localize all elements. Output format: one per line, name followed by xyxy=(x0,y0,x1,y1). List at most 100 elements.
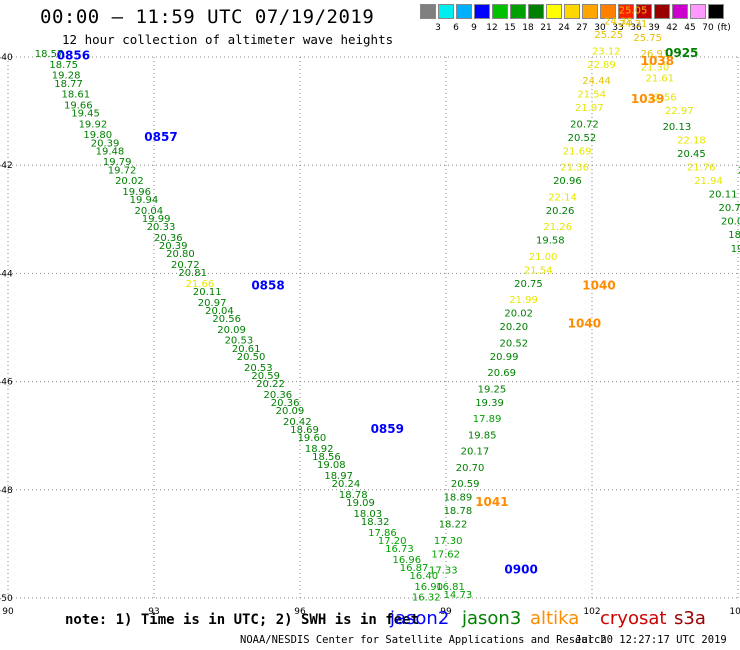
note-text: note: 1) Time is in UTC; 2) SWH is in fe… xyxy=(65,612,420,628)
swh-value: 25.25 xyxy=(594,30,623,41)
y-tick-label: -50 xyxy=(0,594,13,604)
legend-tick-label: 33 xyxy=(612,23,624,33)
swh-value: 19.80 xyxy=(83,130,112,141)
legend-tick-label: 18 xyxy=(522,23,534,33)
swh-value: 16.87 xyxy=(400,563,429,574)
swh-value: 18.32 xyxy=(361,517,390,528)
swh-value: 20.39 xyxy=(159,241,188,252)
swh-value: 19.85 xyxy=(468,430,497,441)
swh-value: 16.32 xyxy=(412,593,441,604)
legend-cryosat: cryosat xyxy=(600,608,667,629)
swh-value: 18.98 xyxy=(728,230,740,241)
time-label: 1039 xyxy=(631,92,664,106)
legend-swatch xyxy=(420,4,436,19)
swh-value: 18.75 xyxy=(49,60,78,71)
swh-value: 19.96 xyxy=(122,187,151,198)
swh-value: 20.04 xyxy=(135,206,164,217)
swh-value: 17.86 xyxy=(368,528,397,539)
swh-value: 18.57 xyxy=(35,49,64,60)
swh-value: 19.39 xyxy=(475,398,504,409)
legend-altika: altika xyxy=(530,608,580,629)
swh-value: 19.94 xyxy=(130,195,159,206)
legend-tick-label: 3 xyxy=(435,23,441,33)
legend-swatch xyxy=(690,4,706,19)
swh-value: 19.79 xyxy=(103,157,132,168)
x-tick-label: 99 xyxy=(440,607,452,617)
x-tick-label: 90 xyxy=(2,607,14,617)
swh-value: 18.78 xyxy=(444,506,473,517)
swh-value: 22.14 xyxy=(548,192,577,203)
swh-value: 20.13 xyxy=(663,122,692,133)
swh-value: 20.53 xyxy=(225,336,254,347)
swh-value: 19.60 xyxy=(298,433,327,444)
swh-value: 21.61 xyxy=(646,73,675,84)
swh-value: 19.99 xyxy=(142,214,171,225)
swh-value: 20.11 xyxy=(709,190,738,201)
swh-value: 19.45 xyxy=(71,109,100,120)
y-tick-label: -42 xyxy=(0,161,13,171)
swh-value: 20.33 xyxy=(147,222,176,233)
time-label: 0900 xyxy=(504,563,537,577)
swh-value: 21.76 xyxy=(687,163,716,174)
swh-value: 20.56 xyxy=(212,314,241,325)
swh-value: 21.30 xyxy=(641,63,670,74)
swh-value: 18.03 xyxy=(354,509,383,520)
legend-swatch xyxy=(438,4,454,19)
legend-tick-label: 15 xyxy=(504,23,516,33)
swh-value: 25.75 xyxy=(633,33,662,44)
legend-swatch xyxy=(582,4,598,19)
time-label: 0857 xyxy=(144,130,177,144)
chart-title: 00:00 – 11:59 UTC 07/19/2019 xyxy=(40,6,375,28)
swh-value: 19.25 xyxy=(478,384,507,395)
legend-swatch xyxy=(672,4,688,19)
swh-value: 22.97 xyxy=(665,106,694,117)
swh-value: 20.70 xyxy=(456,463,485,474)
swh-value: 20.99 xyxy=(490,352,519,363)
swh-value: 20.09 xyxy=(217,325,246,336)
credit-text: NOAA/NESDIS Center for Satellite Applica… xyxy=(240,634,607,646)
swh-value: 20.42 xyxy=(283,417,312,428)
swh-value: 20.39 xyxy=(91,138,120,149)
swh-value: 16.90 xyxy=(414,582,443,593)
swh-value: 17.20 xyxy=(378,536,407,547)
legend-tick-label: 36 xyxy=(630,23,642,33)
swh-value: 20.02 xyxy=(115,176,144,187)
legend-tick-label: 27 xyxy=(576,23,588,33)
legend-tick-label: 30 xyxy=(594,23,606,33)
swh-value: 18.61 xyxy=(62,90,91,101)
swh-value: 21.54 xyxy=(524,265,553,276)
swh-value: 17.30 xyxy=(434,536,463,547)
swh-value: 19.58 xyxy=(536,236,565,247)
legend-swatch xyxy=(654,4,670,19)
swh-value: 16.40 xyxy=(410,571,439,582)
swh-value: 20.05 xyxy=(721,217,740,228)
swh-value: 20.04 xyxy=(205,306,234,317)
swh-value: 18.92 xyxy=(305,444,334,455)
swh-value: 17.62 xyxy=(431,549,460,560)
legend-swatch xyxy=(456,4,472,19)
legend-tick-label: 45 xyxy=(684,23,696,33)
legend-jason3: jason3 xyxy=(462,608,522,629)
time-label: 0856 xyxy=(57,49,90,63)
swh-value: 21.36 xyxy=(560,163,589,174)
swh-value: 20.22 xyxy=(256,379,285,390)
swh-value: 21.94 xyxy=(694,176,723,187)
swh-value: 14.73 xyxy=(444,590,473,601)
swh-value: 20.96 xyxy=(553,176,582,187)
time-label: 1040 xyxy=(582,279,615,293)
swh-value: 21.26 xyxy=(543,222,572,233)
legend-swatch xyxy=(528,4,544,19)
time-label: 0858 xyxy=(251,279,284,293)
swh-value: 20.59 xyxy=(451,479,480,490)
legend-swatch xyxy=(510,4,526,19)
chart-subtitle: 12 hour collection of altimeter wave hei… xyxy=(62,32,394,47)
swh-value: 20.97 xyxy=(198,298,227,309)
legend-s3a: s3a xyxy=(674,608,706,629)
swh-value: 18.69 xyxy=(290,425,319,436)
swh-value: 20.36 xyxy=(154,233,183,244)
swh-value: 18.56 xyxy=(312,452,341,463)
swh-value: 20.52 xyxy=(500,338,529,349)
swh-value: 20.36 xyxy=(264,390,293,401)
swh-value: 24.31 xyxy=(619,19,648,30)
